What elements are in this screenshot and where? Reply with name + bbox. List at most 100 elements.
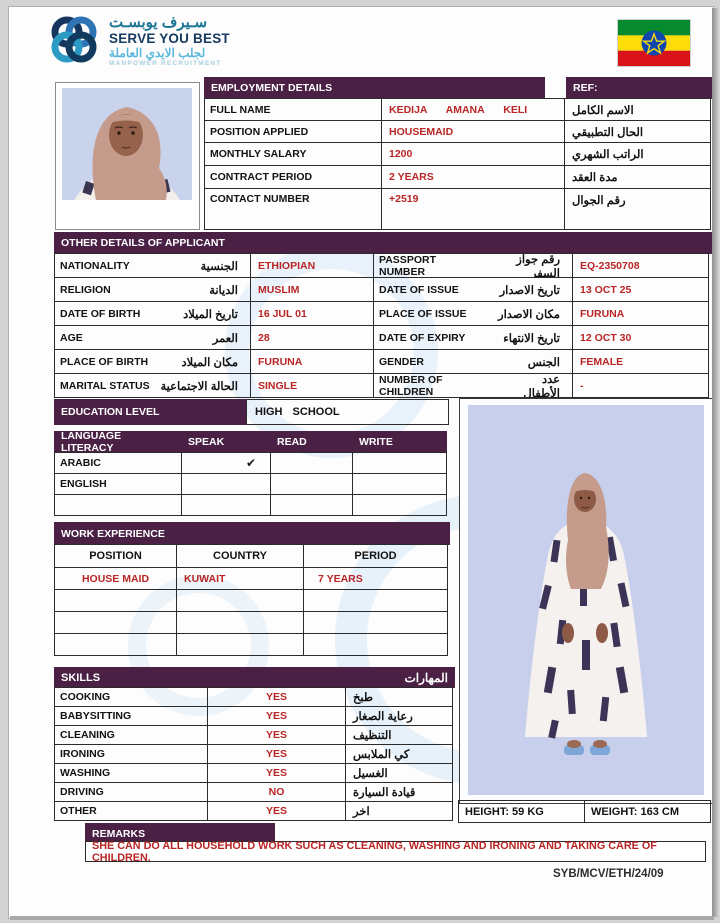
table-row: RELIGION الديانة MUSLIM DATE OF ISSUE تاري… xyxy=(54,277,713,302)
education-level-label: EDUCATION LEVEL xyxy=(54,399,247,425)
remarks-title: REMARKS xyxy=(85,823,275,844)
work-experience-title: WORK EXPERIENCE xyxy=(54,522,450,545)
language-literacy-title: LANGUAGE LITERACY xyxy=(54,431,182,453)
other-details-title: OTHER DETAILS OF APPLICANT xyxy=(54,232,712,254)
field-label-arabic: مكان الاصدار xyxy=(498,308,560,321)
field-value: +2519 xyxy=(381,188,565,230)
skills-title-bar: SKILLS المهارات xyxy=(54,667,455,688)
employment-header-row: EMPLOYMENT DETAILS REF: xyxy=(204,77,712,99)
work-experience-header-row: WORK EXPERIENCE xyxy=(54,522,451,545)
field-value: 1200 xyxy=(381,142,565,166)
field-label: POSITION APPLIED xyxy=(204,120,382,143)
field-label-pair: DATE OF ISSUE تاريخ الاصدار xyxy=(373,277,573,302)
skill-value: YES xyxy=(207,687,346,707)
skill-label: COOKING xyxy=(54,687,208,707)
scan-edge xyxy=(712,8,718,917)
field-value: SINGLE xyxy=(250,373,374,398)
field-label: DATE OF ISSUE xyxy=(379,283,459,296)
position-value xyxy=(54,589,177,612)
field-label-pair: PLACE OF BIRTH مكان الميلاد xyxy=(54,349,251,374)
field-value: FURUNA xyxy=(250,349,374,374)
remarks-text: SHE CAN DO ALL HOUSEHOLD WORK SUCH AS CL… xyxy=(85,840,706,864)
applicant-photo xyxy=(55,82,200,230)
table-row: FULL NAME KEDIJA AMANA KELI الاسم الكامل xyxy=(204,98,712,121)
field-label-arabic: الحالة الاجتماعية xyxy=(160,380,238,393)
logo-arabic-title: سـيرف يوبسـت xyxy=(109,13,208,31)
field-label-arabic: رقم جواز السفر xyxy=(516,253,560,278)
field-label-pair: PASSPORT NUMBER رقم جواز السفر xyxy=(373,253,573,278)
language-header-row: LANGUAGE LITERACY SPEAK READ WRITE xyxy=(54,431,451,453)
field-label: PLACE OF ISSUE xyxy=(379,307,467,320)
skill-label: BABYSITTING xyxy=(54,706,208,726)
position-value: HOUSE MAID xyxy=(54,567,177,590)
ref-label: REF: xyxy=(566,77,712,99)
skill-label: IRONING xyxy=(54,744,208,764)
skills-header-row: SKILLS المهارات xyxy=(54,667,456,688)
field-label-arabic: تاريخ الانتهاء xyxy=(503,332,560,345)
skill-label: WASHING xyxy=(54,763,208,783)
field-value: FEMALE xyxy=(572,349,709,374)
table-row: PLACE OF BIRTH مكان الميلاد FURUNA GENDER… xyxy=(54,349,713,374)
field-value: FURUNA xyxy=(572,301,709,326)
column-header-row: POSITION COUNTRY PERIOD xyxy=(54,544,451,568)
language-name: ARABIC xyxy=(54,452,182,474)
field-label: AGE xyxy=(60,331,83,344)
skill-label: CLEANING xyxy=(54,725,208,745)
field-value: - xyxy=(572,373,709,398)
skill-label: DRIVING xyxy=(54,782,208,802)
skill-value: YES xyxy=(207,763,346,783)
speak-cell xyxy=(181,473,271,495)
skills-table: SKILLS المهارات COOKING YES طبخ BABYSITT… xyxy=(54,667,456,821)
field-label-arabic: الراتب الشهري xyxy=(564,142,711,166)
field-label-pair: PLACE OF ISSUE مكان الاصدار xyxy=(373,301,573,326)
field-label: RELIGION xyxy=(60,283,111,296)
field-value: MUSLIM xyxy=(250,277,374,302)
skill-value: YES xyxy=(207,706,346,726)
table-row: CONTRACT PERIOD 2 YEARS مدة العقد xyxy=(204,165,712,189)
company-logo-icon xyxy=(51,16,97,63)
table-row: ENGLISH xyxy=(54,473,451,495)
skills-title-arabic: المهارات xyxy=(404,670,448,685)
field-value: ETHIOPIAN xyxy=(250,253,374,278)
position-value xyxy=(54,633,177,656)
field-value: EQ-2350708 xyxy=(572,253,709,278)
field-label: GENDER xyxy=(379,355,424,368)
field-label: CONTRACT PERIOD xyxy=(204,165,382,189)
logo-arabic-subtitle: لجلب الايدي العاملة xyxy=(109,45,206,60)
period-value xyxy=(303,633,448,656)
write-cell xyxy=(352,452,447,474)
field-label-arabic: الحال التطبيقي xyxy=(564,120,711,143)
table-row: BABYSITTING YES رعاية الصغار xyxy=(54,706,456,726)
column-header-position: POSITION xyxy=(54,544,177,568)
language-name: ENGLISH xyxy=(54,473,182,495)
skill-label-arabic: الغسيل xyxy=(345,763,453,783)
document-reference-code: SYB/MCV/ETH/24/09 xyxy=(553,868,664,880)
field-label: PASSPORT NUMBER xyxy=(379,253,436,278)
read-cell xyxy=(270,494,353,516)
field-label-arabic: الاسم الكامل xyxy=(564,98,711,121)
table-row: HOUSE MAID KUWAIT 7 YEARS xyxy=(54,567,451,590)
skill-label-arabic: التنظيف xyxy=(345,725,453,745)
country-value xyxy=(176,633,304,656)
table-row: WASHING YES الغسيل xyxy=(54,763,456,783)
skill-label-arabic: قيادة السيارة xyxy=(345,782,453,802)
position-value xyxy=(54,611,177,634)
skill-label-arabic: رعاية الصغار xyxy=(345,706,453,726)
table-row xyxy=(54,589,451,612)
field-label-arabic: عدد الأطفال xyxy=(523,373,560,398)
header-gap xyxy=(545,78,567,99)
column-header-speak: SPEAK xyxy=(181,431,271,453)
speak-cell xyxy=(181,494,271,516)
skill-value: NO xyxy=(207,782,346,802)
read-cell xyxy=(270,452,353,474)
skill-value: YES xyxy=(207,725,346,745)
field-label-pair: NUMBER OF CHILDREN عدد الأطفال xyxy=(373,373,573,398)
table-row xyxy=(54,611,451,634)
logo-subtitle: MANPOWER RECRUITMENT xyxy=(109,60,222,68)
field-label-arabic: مكان الميلاد xyxy=(181,356,238,369)
field-label: CONTACT NUMBER xyxy=(204,188,382,230)
skill-value: YES xyxy=(207,801,346,821)
field-label-arabic: الجنس xyxy=(527,356,560,369)
period-value: 7 YEARS xyxy=(303,567,448,590)
column-header-country: COUNTRY xyxy=(176,544,304,568)
